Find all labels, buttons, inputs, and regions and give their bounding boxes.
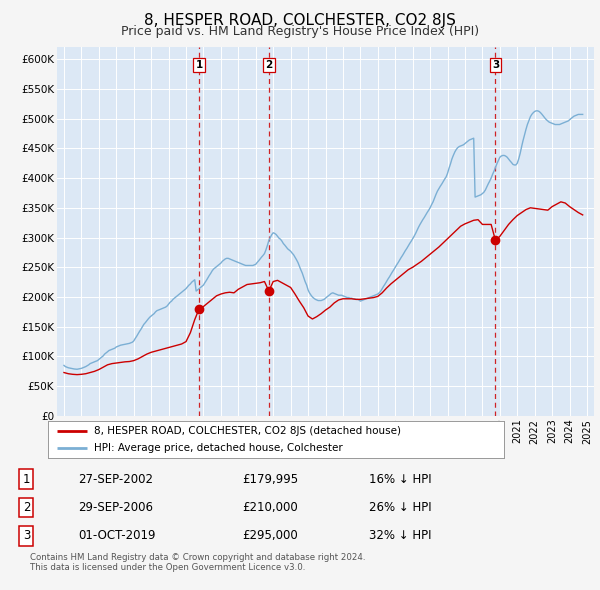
Text: £179,995: £179,995 xyxy=(242,473,299,486)
Text: 8, HESPER ROAD, COLCHESTER, CO2 8JS (detached house): 8, HESPER ROAD, COLCHESTER, CO2 8JS (det… xyxy=(94,426,401,436)
Text: 3: 3 xyxy=(492,60,499,70)
Text: 2: 2 xyxy=(23,501,30,514)
Text: 16% ↓ HPI: 16% ↓ HPI xyxy=(369,473,432,486)
Text: Price paid vs. HM Land Registry's House Price Index (HPI): Price paid vs. HM Land Registry's House … xyxy=(121,25,479,38)
Text: 32% ↓ HPI: 32% ↓ HPI xyxy=(369,529,431,542)
Text: 26% ↓ HPI: 26% ↓ HPI xyxy=(369,501,432,514)
Text: 1: 1 xyxy=(196,60,203,70)
Text: 27-SEP-2002: 27-SEP-2002 xyxy=(78,473,153,486)
Text: Contains HM Land Registry data © Crown copyright and database right 2024.
This d: Contains HM Land Registry data © Crown c… xyxy=(30,553,365,572)
Text: 3: 3 xyxy=(23,529,30,542)
Text: HPI: Average price, detached house, Colchester: HPI: Average price, detached house, Colc… xyxy=(94,443,343,453)
Text: 8, HESPER ROAD, COLCHESTER, CO2 8JS: 8, HESPER ROAD, COLCHESTER, CO2 8JS xyxy=(144,13,456,28)
Text: 01-OCT-2019: 01-OCT-2019 xyxy=(78,529,156,542)
Text: 2: 2 xyxy=(265,60,272,70)
Text: £295,000: £295,000 xyxy=(242,529,298,542)
Text: £210,000: £210,000 xyxy=(242,501,298,514)
Text: 1: 1 xyxy=(23,473,30,486)
Text: 29-SEP-2006: 29-SEP-2006 xyxy=(78,501,153,514)
